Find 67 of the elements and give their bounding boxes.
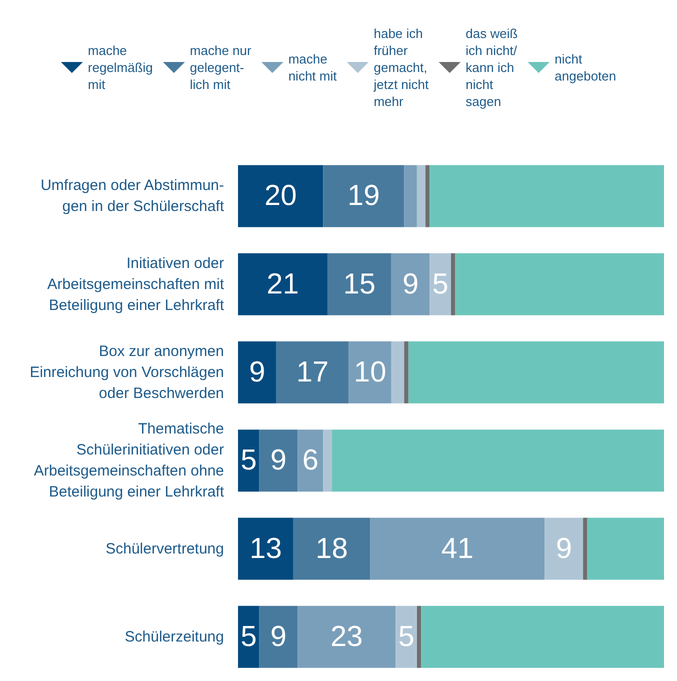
bar bbox=[323, 430, 332, 492]
y-tick-label: Box zur anonymen Einreichung von Vorschlägen oder Beschwerden bbox=[30, 342, 224, 402]
bar bbox=[455, 253, 664, 316]
bar bbox=[583, 518, 588, 580]
bar bbox=[259, 430, 298, 492]
bar bbox=[425, 165, 430, 228]
bar bbox=[298, 430, 324, 492]
data-label: 41 bbox=[441, 532, 474, 565]
data-label: 5 bbox=[240, 444, 257, 477]
data-label: 9 bbox=[556, 532, 572, 565]
bar bbox=[332, 430, 664, 492]
bar bbox=[408, 341, 664, 404]
y-tick-label: Schülerzeitung bbox=[124, 628, 224, 646]
bar bbox=[238, 518, 294, 580]
bar bbox=[327, 253, 392, 316]
bar bbox=[404, 165, 417, 228]
bar bbox=[587, 518, 664, 580]
bar bbox=[451, 253, 456, 316]
data-label: 5 bbox=[240, 620, 257, 653]
y-tick-label: Initiativen oder Arbeitsgemeinschaften mit Beteiligung einer Lehrkraft bbox=[47, 254, 225, 314]
bar bbox=[430, 165, 664, 228]
data-label: 5 bbox=[398, 620, 414, 653]
legend-label: mache nicht mit bbox=[288, 52, 338, 84]
bar bbox=[404, 341, 408, 404]
data-label: 10 bbox=[354, 356, 386, 388]
bar bbox=[293, 518, 370, 580]
data-label: 9 bbox=[402, 268, 419, 300]
bar bbox=[416, 606, 422, 668]
bar bbox=[238, 606, 260, 668]
data-label: 21 bbox=[266, 268, 299, 300]
data-label: 17 bbox=[296, 356, 329, 388]
data-label: 13 bbox=[250, 532, 282, 565]
bar bbox=[238, 253, 328, 316]
data-label: 5 bbox=[432, 268, 448, 300]
bar bbox=[391, 341, 404, 404]
data-label: 19 bbox=[348, 180, 380, 212]
bar bbox=[544, 518, 584, 580]
data-label: 9 bbox=[270, 444, 287, 477]
bar bbox=[276, 341, 349, 404]
y-tick-label: Umfragen oder Abstimmun- gen in der Schülerschaft bbox=[40, 177, 225, 216]
data-label: 23 bbox=[330, 620, 363, 653]
data-label: 18 bbox=[316, 532, 348, 565]
legend-label: das weiß ich nicht/ kann ich nicht sagen bbox=[466, 26, 518, 109]
bar bbox=[370, 518, 545, 580]
bar bbox=[323, 165, 404, 228]
bar bbox=[238, 341, 276, 404]
bar bbox=[396, 606, 417, 668]
data-label: 9 bbox=[249, 356, 266, 388]
legend-label: habe ich früher gemacht, jetzt nicht mehr bbox=[372, 26, 430, 109]
bar bbox=[298, 606, 396, 668]
y-tick-label: Schülervertretung bbox=[106, 540, 224, 558]
data-label: 15 bbox=[343, 268, 376, 300]
bar bbox=[348, 341, 392, 404]
legend-label: mache regelmäßig mit bbox=[88, 43, 153, 92]
bar bbox=[238, 165, 324, 228]
bar bbox=[391, 253, 430, 316]
data-label: 20 bbox=[264, 180, 297, 212]
bar bbox=[421, 606, 664, 668]
legend-label: mache nur gelegent- lich mit bbox=[190, 43, 252, 92]
y-tick-label: Thematische Schülerinitiativen oder Arbeitsgemeinschaften ohne Beteiligung einer Lehrkraft bbox=[34, 420, 225, 501]
legend-label: nicht angeboten bbox=[554, 52, 616, 84]
bar bbox=[416, 165, 426, 228]
bar bbox=[238, 430, 260, 492]
bar bbox=[430, 253, 451, 316]
data-label: 6 bbox=[302, 444, 318, 477]
bar bbox=[259, 606, 298, 668]
data-label: 9 bbox=[270, 620, 287, 653]
